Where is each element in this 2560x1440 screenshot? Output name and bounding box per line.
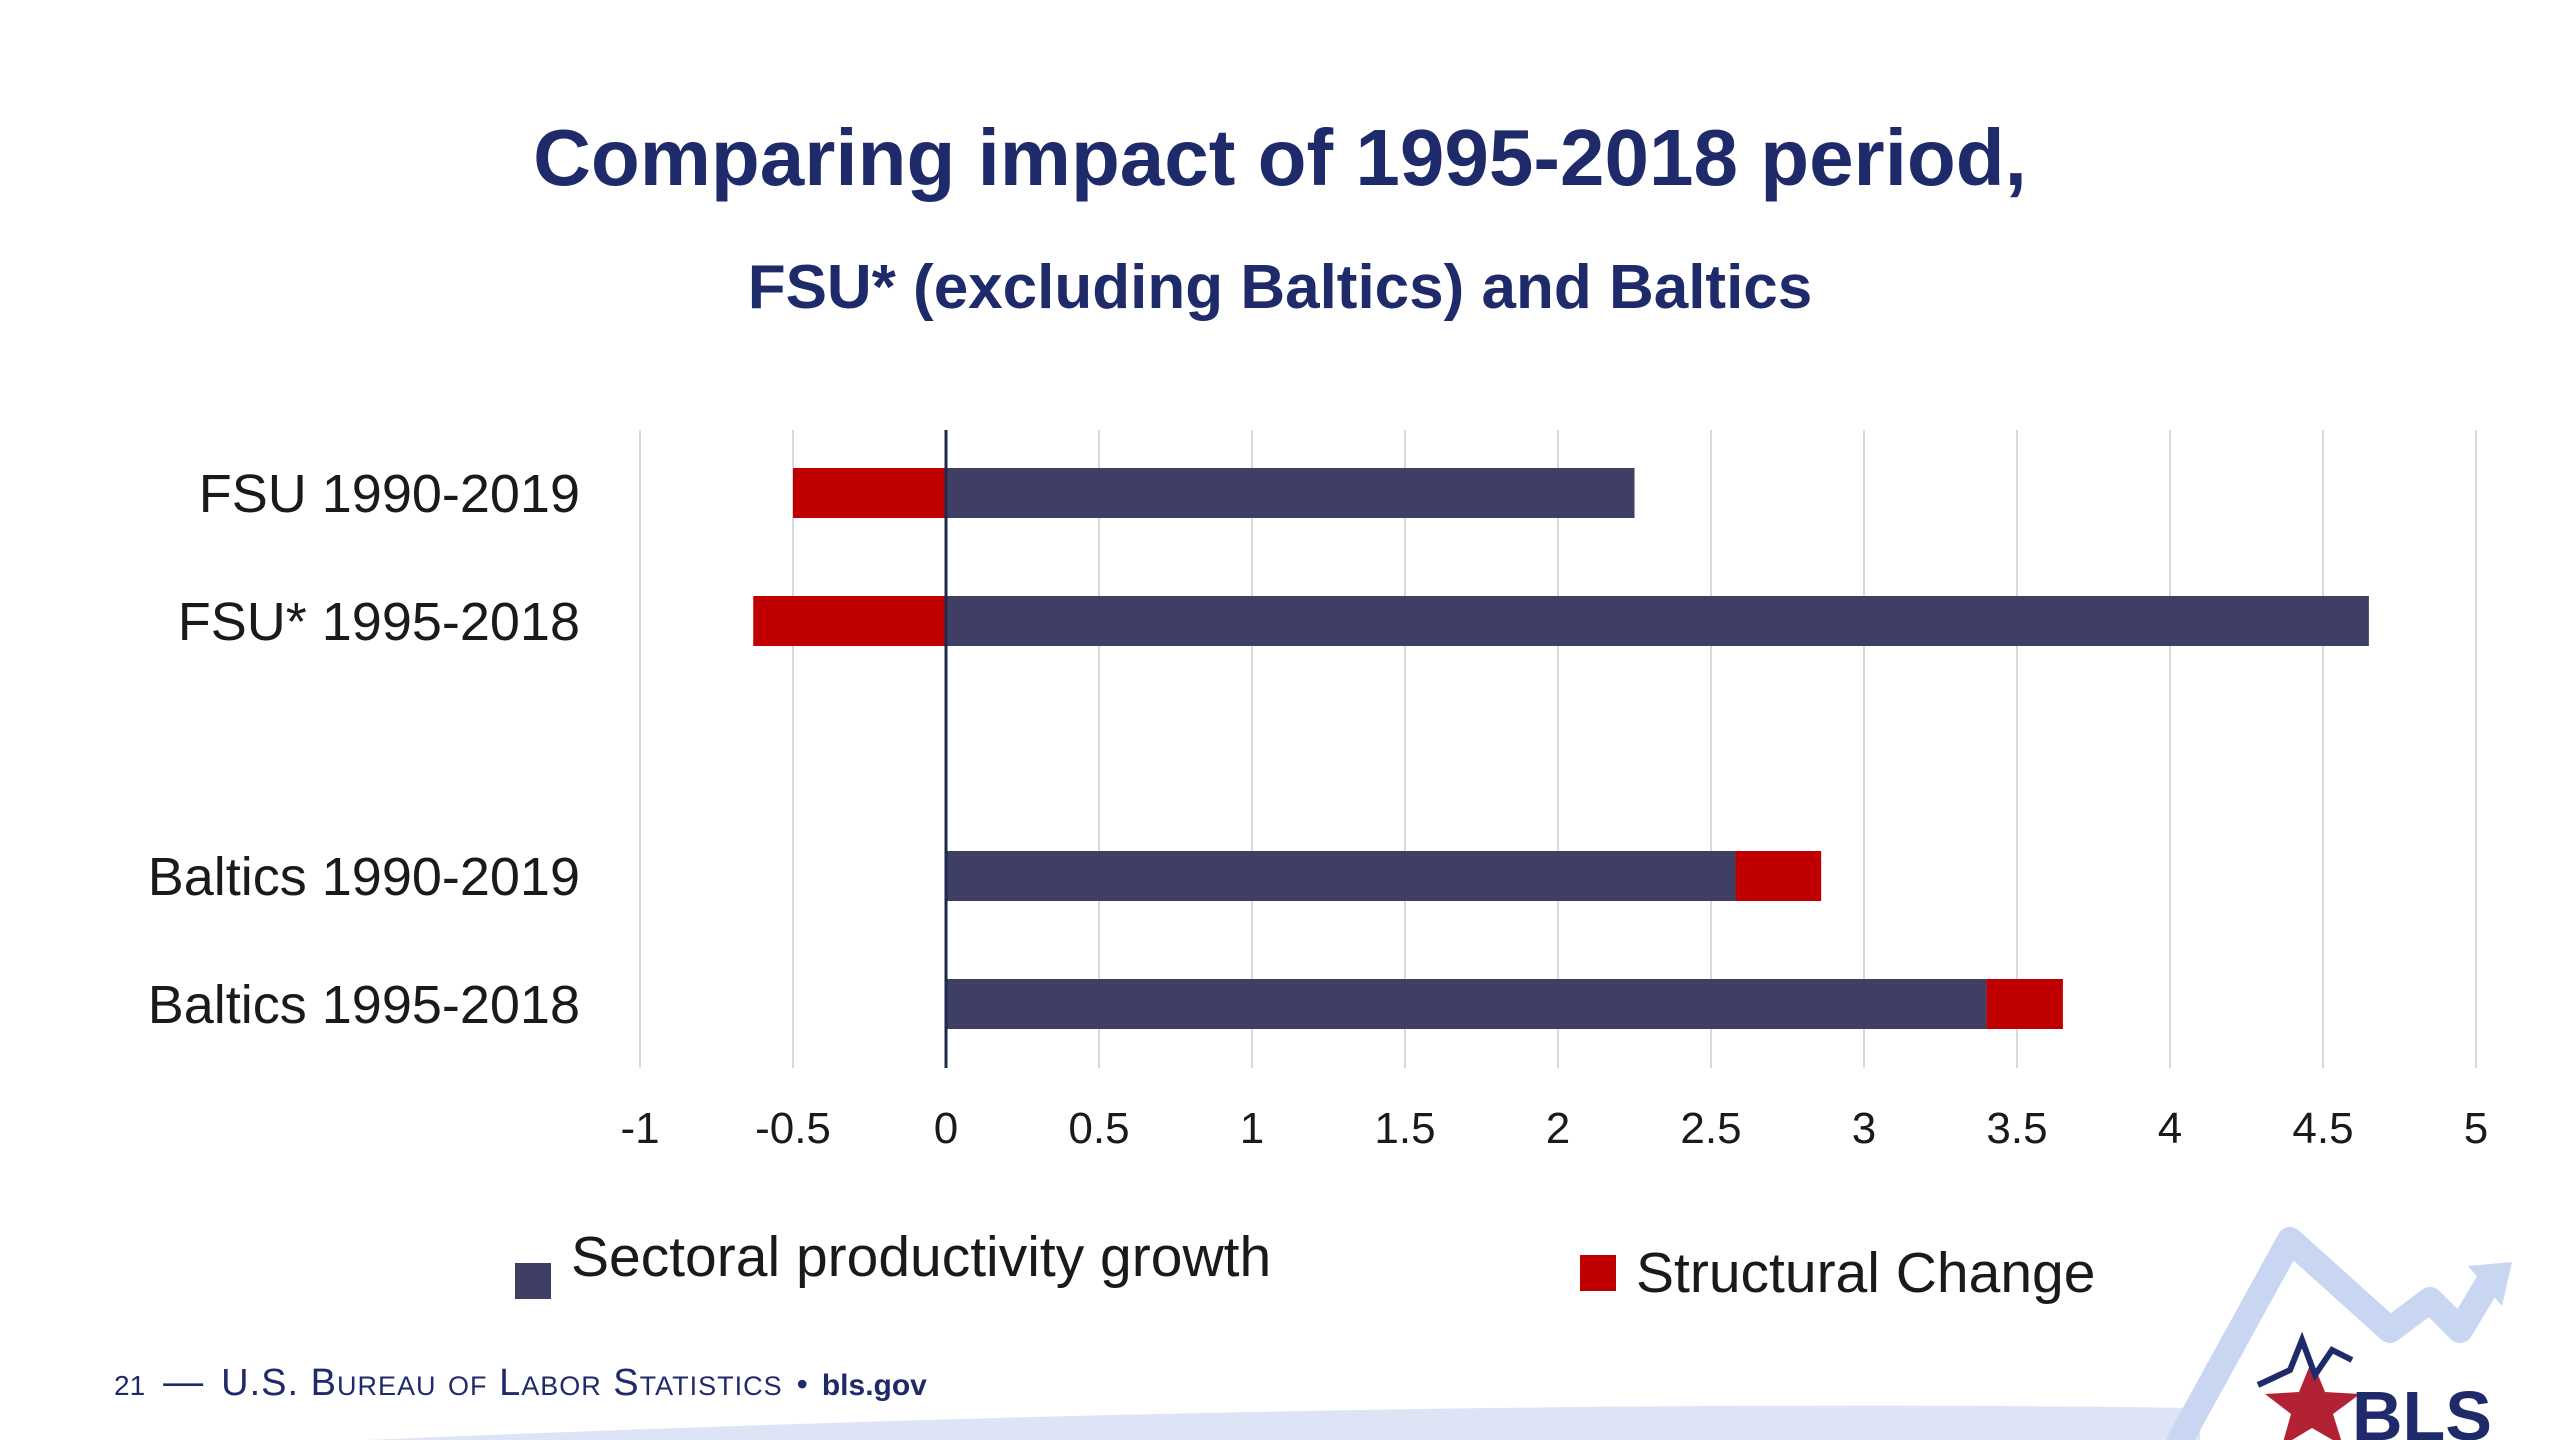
bar-structural	[1735, 851, 1822, 901]
category-label: Baltics 1995-2018	[148, 975, 580, 1035]
footer-bullet: •	[796, 1366, 808, 1402]
x-tick-label: 4	[2158, 1104, 2182, 1153]
legend-item-structural: Structural Change	[1580, 1240, 2095, 1306]
chart-labels: -1 -0.5 0 0.5 1 1.5 2 2.5 3 3.5 4 4.5 5 FSU 1990-2019…	[148, 464, 2489, 1153]
footer-swoosh	[100, 1405, 2200, 1440]
bar-structural	[753, 596, 946, 646]
slide-title: Comparing impact of 1995-2018 period,	[533, 113, 2027, 202]
chart-bars	[753, 468, 2369, 1029]
x-tick-label: 3	[1852, 1104, 1876, 1153]
legend-item-sectoral: Sectoral productivity growth	[515, 1215, 1271, 1299]
legend-swatch-sectoral	[515, 1263, 551, 1299]
x-tick-label: 2	[1546, 1104, 1570, 1153]
bar-sectoral	[946, 979, 1987, 1029]
logo-star-icon	[2265, 1360, 2360, 1440]
footer-website[interactable]: bls.gov	[821, 1369, 927, 1402]
page-number: 21	[114, 1370, 146, 1401]
bar-sectoral	[946, 596, 2369, 646]
logo-arrow-line	[2167, 1227, 2503, 1440]
logo-arrow-head	[2468, 1262, 2512, 1306]
legend-label-sectoral: Sectoral productivity growth	[571, 1225, 1272, 1289]
logo-text: BLS	[2352, 1377, 2492, 1440]
bar-sectoral	[946, 851, 1736, 901]
x-tick-label: 1.5	[1374, 1104, 1435, 1153]
x-tick-label: 2.5	[1680, 1104, 1741, 1153]
legend-label-structural: Structural Change	[1636, 1241, 2096, 1305]
footer-agency: U.S. Bureau of Labor Statistics	[221, 1362, 783, 1404]
x-tick-label: 4.5	[2292, 1104, 2353, 1153]
legend-swatch-structural	[1580, 1255, 1616, 1291]
footer-dash: —	[163, 1360, 204, 1404]
x-tick-label: -0.5	[755, 1104, 831, 1153]
x-tick-label: 0	[934, 1104, 958, 1153]
category-label: Baltics 1990-2019	[148, 847, 580, 907]
footer: 21 — U.S. Bureau of Labor Statistics • b…	[114, 1360, 927, 1405]
category-label: FSU* 1995-2018	[178, 592, 580, 652]
bar-sectoral	[946, 468, 1635, 518]
x-tick-label: -1	[620, 1104, 659, 1153]
slide-subtitle: FSU* (excluding Baltics) and Baltics	[747, 253, 1813, 322]
x-tick-label: 1	[1240, 1104, 1264, 1153]
bar-structural	[1986, 979, 2063, 1029]
bar-structural	[793, 468, 946, 518]
x-tick-label: 0.5	[1068, 1104, 1129, 1153]
x-tick-label: 3.5	[1986, 1104, 2047, 1153]
chart-gridlines	[639, 430, 2477, 1068]
x-tick-label: 5	[2464, 1104, 2488, 1153]
category-label: FSU 1990-2019	[199, 464, 580, 524]
logo-spark-icon	[2256, 1331, 2354, 1388]
